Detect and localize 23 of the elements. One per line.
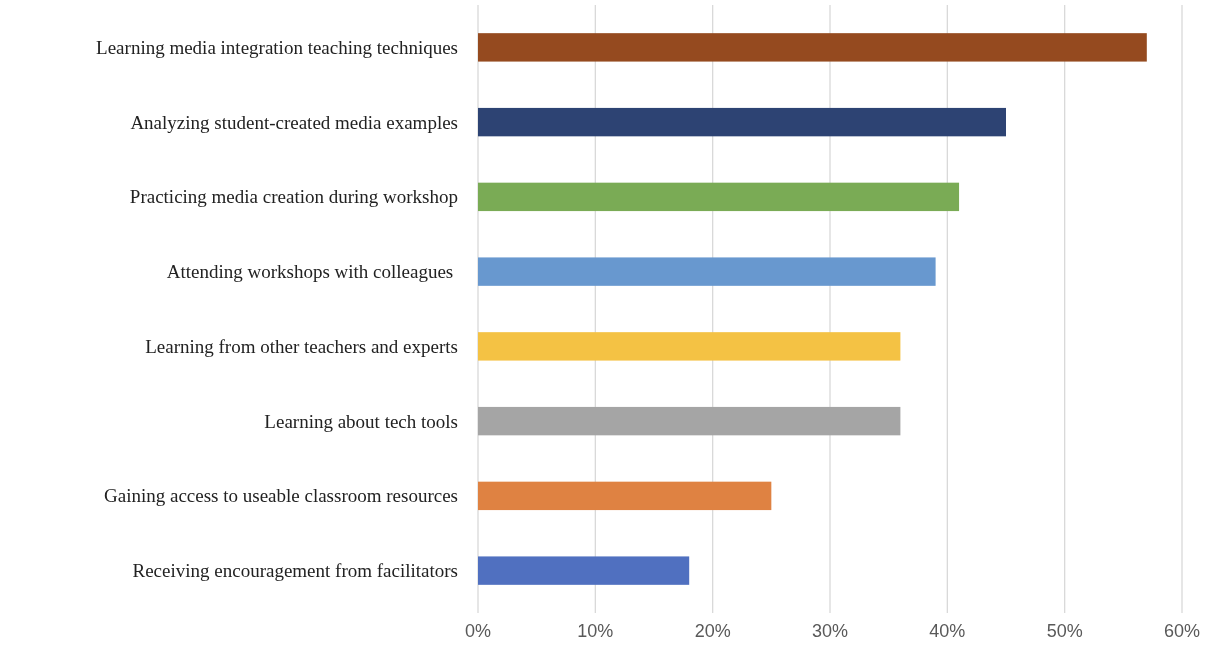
x-tick-label: 10% — [577, 621, 614, 641]
x-tick-label: 60% — [1163, 621, 1201, 641]
y-tick-label: Learning from other teachers and experts — [145, 335, 458, 357]
y-tick-label: Attending workshops with colleagues — [166, 261, 458, 283]
bar — [478, 33, 1147, 62]
y-tick-label: Gaining access to useable classroom resources — [103, 485, 458, 507]
y-tick-label: Practicing media creation during workshop — [129, 186, 458, 208]
bar — [478, 556, 690, 585]
x-tick-label: 30% — [811, 621, 849, 641]
x-tick-label: 0% — [464, 621, 492, 641]
bar — [478, 332, 901, 361]
x-tick-label: 50% — [1046, 621, 1083, 641]
bar — [478, 257, 936, 286]
y-tick-label: Receiving encouragement from facilitators — [132, 560, 458, 582]
bar — [478, 481, 772, 511]
x-tick-label: 20% — [694, 621, 731, 641]
bar — [478, 107, 1006, 137]
x-tick-label: 40% — [929, 621, 966, 641]
y-tick-label: Analyzing student-created media examples — [130, 111, 458, 133]
bar — [478, 406, 901, 436]
bar — [478, 182, 960, 212]
y-tick-label: Learning about tech tools — [264, 410, 458, 432]
y-tick-label: Learning media integration teaching techniques — [96, 36, 458, 58]
